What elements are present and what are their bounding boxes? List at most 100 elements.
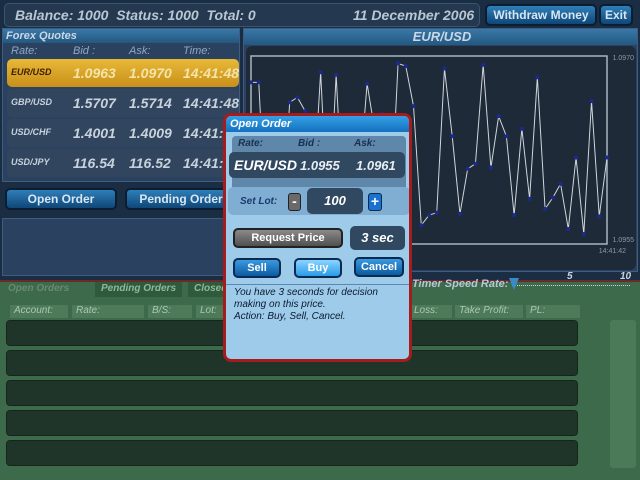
chart-title: EUR/USD [244,29,637,45]
price-point [519,126,524,131]
pending-order-button[interactable]: Pending Order [125,188,237,210]
countdown-timer: 3 sec [350,226,405,250]
price-point [543,206,548,211]
price-point [558,181,563,186]
price-point [473,161,478,166]
col-bid: Bid : [298,138,321,149]
price-point [574,155,579,160]
price-point [597,214,602,219]
lot-input[interactable]: 100 [307,188,363,214]
price-point [256,80,261,85]
sell-button[interactable]: Sell [233,258,281,278]
quote-bid: 116.54 [73,155,115,171]
price-point [450,134,455,139]
tab-open-orders[interactable]: Open Orders [2,282,76,297]
open-order-dialog: Open Order Rate: Bid : Ask: EUR/USD 1.09… [223,113,412,362]
quote-pair: USD/CHF [11,127,51,137]
col-stop-loss: Loss: [410,305,452,318]
table-row[interactable] [6,440,578,466]
col-account: Account: [10,305,68,318]
increase-lot-button[interactable]: + [368,193,382,211]
y-min-label: 1.0955 [613,237,635,244]
price-point [504,134,509,139]
slider-handle[interactable] [509,278,519,290]
quote-row[interactable]: EUR/USD 1.0963 1.0970 14:41:48 [7,59,239,87]
quote-time: 14:41:48 [183,65,240,81]
quote-ask: 1.0970 [129,65,172,81]
decrease-lot-button[interactable]: - [288,193,301,211]
col-time: Time: [183,45,211,57]
quote-bid: 1.4001 [73,125,116,141]
x-time-label: 14:41:42 [599,248,626,255]
dialog-message: You have 3 seconds for decision making o… [234,287,378,323]
y-max-label: 1.0970 [613,55,635,62]
info-panel [2,218,240,276]
col-ask: Ask: [129,45,151,57]
price-point [605,155,609,160]
withdraw-money-button[interactable]: Withdraw Money [485,4,597,26]
price-point [427,213,431,218]
quote-pair: GBP/USD [11,97,53,107]
slider-tick-10: 10 [620,271,632,282]
slider-tick-5: 5 [567,271,573,282]
price-point [442,66,447,71]
date: 11 December 2006 [353,7,475,23]
price-point [411,104,416,109]
col-rate: Rate: [238,138,264,149]
timer-speed-slider[interactable] [512,282,630,286]
quote-row[interactable]: USD/JPY 116.54 116.52 14:41:48 [7,149,239,177]
forex-quotes-title: Forex Quotes [3,29,239,43]
request-price-button[interactable]: Request Price [233,228,343,248]
col-ask: Ask: [354,138,376,149]
price-point [488,165,493,170]
price-point [287,100,292,105]
price-point [496,114,501,119]
quote-time: 14:41:48 [183,95,240,111]
col-take-profit: Take Profit: [455,305,523,318]
price-point [535,75,540,80]
col-rate: Rate: [72,305,144,318]
price-point [434,210,439,215]
message-line: Action: Buy, Sell, Cancel. [234,311,346,322]
price-point [581,231,586,236]
table-row[interactable] [6,410,578,436]
buy-button[interactable]: Buy [294,258,342,278]
quote-ask: 1.5714 [129,95,172,111]
exit-button[interactable]: Exit [599,4,633,26]
quote-row[interactable]: USD/CHF 1.4001 1.4009 14:41:48 [7,119,239,147]
col-bs: B/S: [148,305,192,318]
dialog-title: Open Order [226,116,409,132]
price-point [457,211,462,216]
message-line: You have 3 seconds for decision [234,287,378,298]
quote-pair: USD/JPY [11,157,50,167]
price-point [589,99,594,104]
price-point [365,81,370,86]
col-rate: Rate: [11,45,38,57]
cancel-button[interactable]: Cancel [354,257,404,277]
forex-quotes-panel: Forex Quotes Rate: Bid : Ask: Time: EUR/… [2,28,240,182]
dialog-ask: 1.0961 [356,158,396,173]
tab-pending-orders[interactable]: Pending Orders [95,282,183,297]
price-point [303,109,308,114]
dialog-bid: 1.0955 [300,158,340,173]
message-line: making on this price. [234,299,326,310]
price-point [527,196,532,201]
account-status-bar: Balance: 1000 Status: 1000 Total: 0 11 D… [4,3,480,27]
open-order-button[interactable]: Open Order [5,188,117,210]
price-point [481,62,486,67]
status: Status: 1000 [116,7,199,23]
scrollbar[interactable] [610,320,636,468]
quote-ask: 1.4009 [129,125,172,141]
price-point [396,61,401,66]
price-point [512,213,517,218]
total: Total: 0 [206,7,256,23]
quote-bid: 1.0963 [73,65,116,81]
table-row[interactable] [6,380,578,406]
col-pl: PL: [526,305,580,318]
quote-row[interactable]: GBP/USD 1.5707 1.5714 14:41:48 [7,89,239,117]
price-point [566,226,571,231]
price-point [403,64,408,69]
price-point [550,195,555,200]
balance: Balance: 1000 [15,7,109,23]
timer-speed-label: Timer Speed Rate: [412,278,509,290]
